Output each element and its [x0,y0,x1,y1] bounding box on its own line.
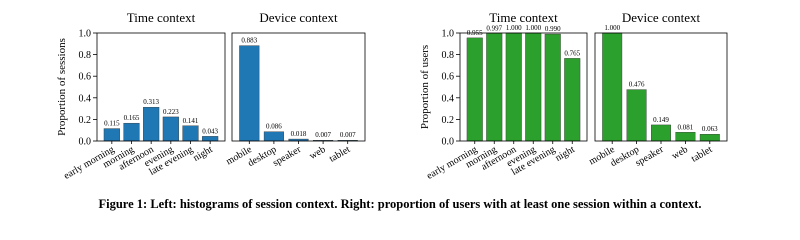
value-label: 0.165 [124,114,140,122]
value-label: 0.997 [486,24,502,32]
figure: Figure 1: Left: histograms of session co… [56,10,728,211]
x-tick-label: speaker [634,144,667,169]
bar [544,33,561,142]
chart-title: Device context [259,10,338,25]
value-label: 1.000 [525,24,541,32]
bar [564,58,581,142]
caption: Figure 1: Left: histograms of session co… [99,197,702,211]
chart-title: Time context [127,10,196,25]
bar [626,89,647,142]
value-label: 0.018 [291,130,307,138]
x-tick-label: web [670,144,690,162]
bar [486,33,503,142]
value-label: 0.990 [545,25,561,33]
bar [162,116,179,142]
bar [699,133,720,142]
x-tick-label: tablet [690,144,715,165]
chart-title: Device context [622,10,701,25]
chart-title: Time context [489,10,558,25]
bar [103,128,120,142]
bar [123,122,140,142]
x-tick-label: speaker [271,144,304,169]
y-tick-label: 0.4 [79,93,92,104]
y-tick-label: 0.4 [442,93,455,104]
value-label: 0.883 [241,37,257,45]
x-tick-label: night [553,144,576,164]
plot-frame [96,32,226,142]
bar [505,32,522,142]
bar [202,136,219,142]
x-tick-label: web [308,144,328,162]
value-label: 0.063 [702,125,718,133]
y-tick-label: 1.0 [79,29,92,40]
y-tick-label: 0.0 [442,137,455,148]
y-tick-label: 1.0 [442,29,455,40]
value-label: 1.000 [506,24,522,32]
value-label: 0.141 [183,117,199,125]
bar [675,132,696,142]
value-label: 0.476 [629,81,645,89]
value-label: 0.043 [202,127,218,135]
y-tick-label: 0.8 [79,50,92,61]
y-tick-label: 0.6 [442,72,455,83]
bar [525,32,542,142]
bar [263,131,284,142]
value-label: 0.765 [564,49,580,57]
x-tick-label: night [191,144,214,164]
value-label: 0.007 [315,131,331,139]
value-label: 0.115 [104,120,120,128]
value-label: 0.223 [163,108,179,116]
value-label: 0.081 [678,123,694,131]
bar [239,45,260,142]
value-label: 0.086 [266,123,282,131]
y-tick-label: 0.2 [442,115,455,126]
bar [466,37,483,142]
y-tick-label: 0.2 [79,115,92,126]
bar [651,124,671,142]
y-tick-label: 0.6 [79,72,92,83]
value-label: 0.149 [653,116,669,124]
bar [182,125,199,142]
x-tick-label: tablet [327,144,352,165]
y-axis-label: Proportion of sessions [56,38,68,136]
bar [143,106,160,142]
y-tick-label: 0.0 [79,137,92,148]
plot-frame [459,32,588,142]
value-label: 0.007 [340,131,356,139]
y-tick-label: 0.8 [442,50,455,61]
value-label: 1.000 [604,24,620,32]
plot-frame [231,32,366,142]
bar [602,32,623,142]
y-axis-label: Proportion of users [419,45,431,129]
plot-frame [594,32,728,142]
value-label: 0.313 [143,98,159,106]
